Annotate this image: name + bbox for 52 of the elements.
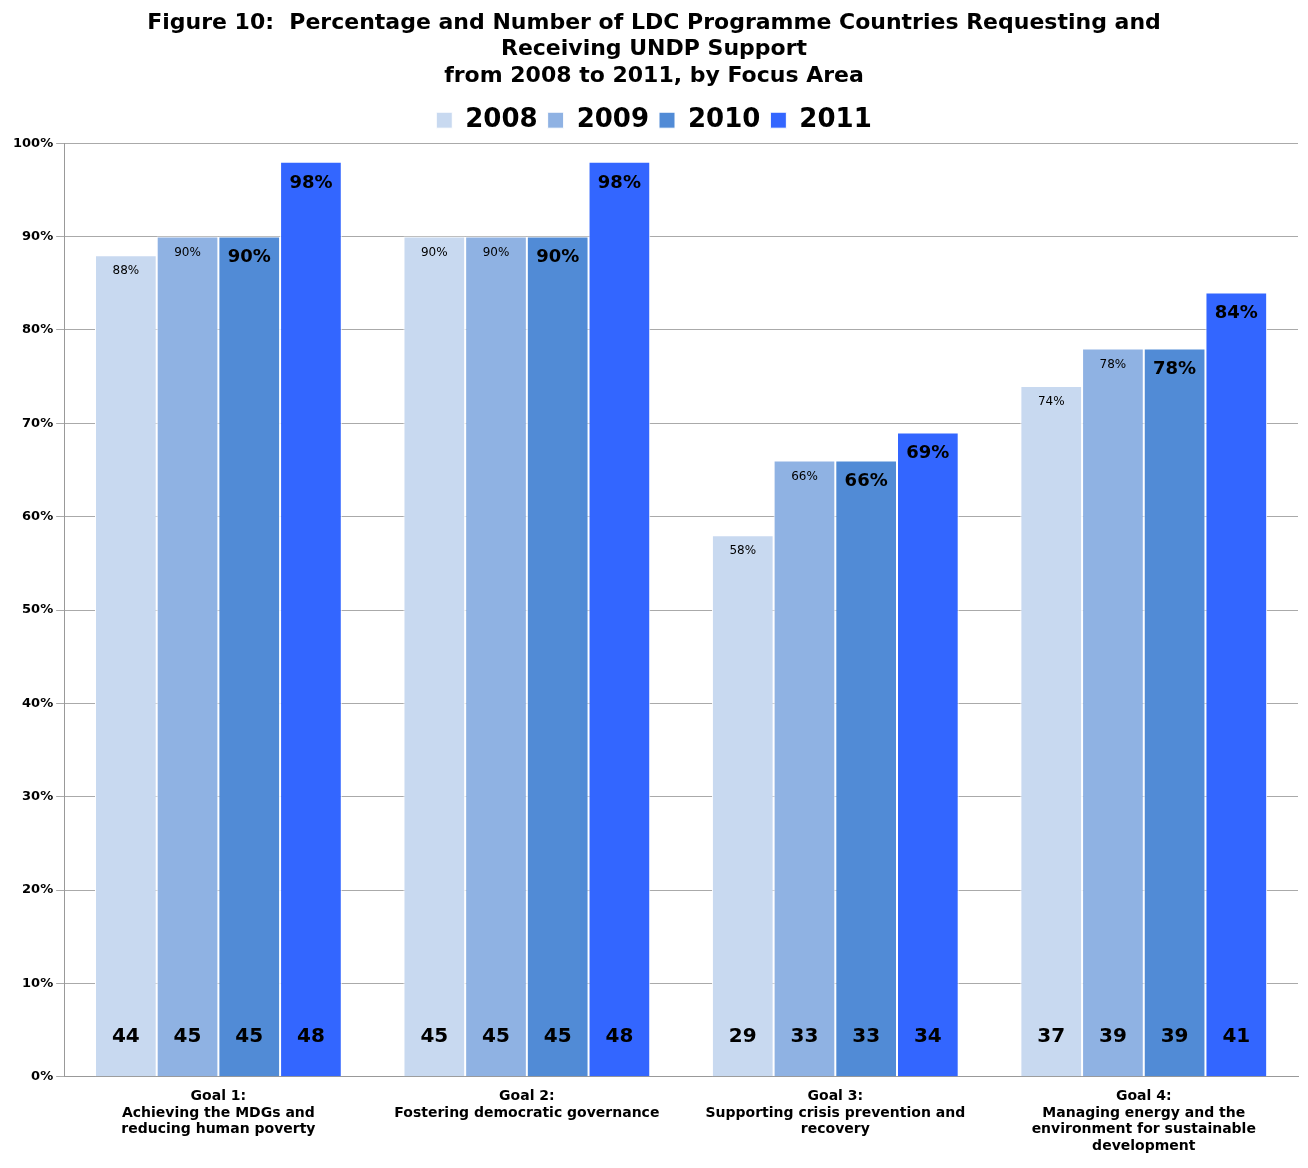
data-label: 69%	[906, 441, 950, 463]
annotation: 39	[1099, 1023, 1127, 1047]
data-label: 90%	[227, 245, 271, 267]
y-tick-label: 60%	[22, 508, 54, 524]
annotation: 41	[1222, 1023, 1251, 1047]
data-label: 84%	[1214, 301, 1258, 323]
data-label: 66%	[844, 469, 888, 491]
annotation: 29	[728, 1023, 757, 1047]
annotation: 45	[420, 1023, 449, 1047]
y-tick-label: 100%	[12, 134, 54, 150]
data-label: 78%	[1153, 357, 1197, 379]
data-label: 58%	[729, 543, 757, 558]
annotation: 33	[852, 1023, 881, 1047]
annotation: 48	[605, 1023, 634, 1047]
y-tick-label: 40%	[22, 694, 54, 710]
data-label: 90%	[174, 244, 201, 259]
data-label: 88%	[112, 263, 140, 278]
annotation: 45	[235, 1023, 264, 1047]
chart-title: Figure 10: Percentage and Number of LDC Programme Countries Requesting and Receiving UNDP Support from 2008 to 2011, by Focus Area	[147, 8, 1161, 87]
x-tick-label: Goal 1: Achieving the MDGs and reducing human poverty	[121, 1086, 316, 1137]
legend-label: 2009	[576, 102, 650, 133]
annotation: 44	[111, 1023, 140, 1047]
data-label: 66%	[791, 468, 818, 483]
data-label: 90%	[536, 245, 580, 267]
legend-label: 2008	[465, 102, 538, 133]
data-label: 98%	[597, 170, 641, 192]
data-label: 74%	[1037, 394, 1065, 409]
y-tick-label: 80%	[22, 321, 54, 337]
data-label: 90%	[420, 244, 448, 259]
y-tick-label: 0%	[31, 1068, 54, 1084]
annotation: 39	[1160, 1023, 1189, 1047]
y-tick-label: 70%	[22, 414, 54, 430]
data-label: 98%	[289, 170, 333, 192]
annotation: 45	[482, 1023, 510, 1047]
data-label: 90%	[482, 244, 510, 259]
annotation: 33	[790, 1023, 819, 1047]
y-tick-label: 90%	[22, 227, 54, 243]
y-tick-label: 20%	[22, 881, 54, 897]
annotation: 34	[913, 1023, 942, 1047]
y-tick-label: 30%	[22, 788, 54, 804]
y-tick-label: 50%	[22, 601, 54, 617]
x-tick-label: Goal 2: Fostering democratic governance	[394, 1086, 660, 1120]
annotation: 37	[1037, 1023, 1066, 1047]
annotation: 45	[173, 1023, 202, 1047]
annotation: 48	[297, 1023, 325, 1047]
x-tick-label: Goal 3: Supporting crisis prevention and recovery	[705, 1086, 966, 1137]
legend-label: 2010	[688, 102, 761, 133]
legend-label: 2011	[799, 102, 872, 133]
data-label: 78%	[1099, 356, 1127, 371]
x-tick-label: Goal 4: Managing energy and the environment for sustainable development	[1031, 1086, 1256, 1154]
y-tick-label: 10%	[22, 974, 54, 990]
annotation: 45	[543, 1023, 572, 1047]
